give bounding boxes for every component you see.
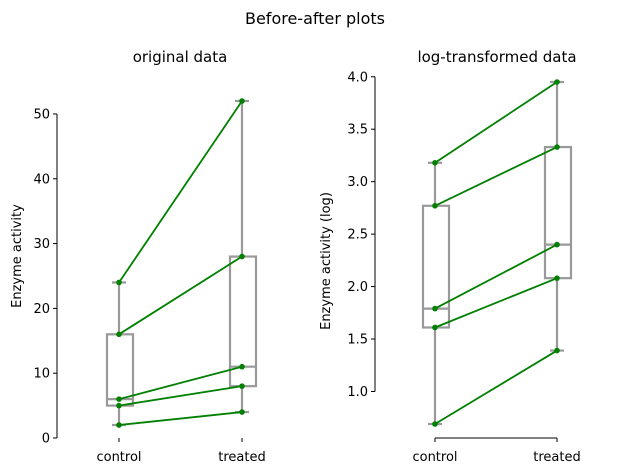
y-axis-label-log: Enzyme activity (log) — [319, 192, 334, 330]
paired-line — [118, 100, 243, 283]
paired-line — [434, 243, 558, 310]
y-tick-label: 40 — [33, 172, 50, 187]
point-treated — [239, 98, 245, 104]
x-tick-label: treated — [533, 450, 580, 465]
point-treated — [554, 275, 560, 281]
point-control — [432, 159, 438, 166]
y-tick-label: 3.0 — [347, 175, 368, 190]
y-tick-label: 2.0 — [347, 280, 368, 295]
point-control — [116, 396, 122, 402]
point-treated — [554, 79, 560, 85]
point-control — [116, 279, 122, 286]
y-tick-label: 0 — [42, 432, 50, 447]
y-tick-label: 1.5 — [347, 333, 368, 348]
paired-line — [118, 255, 243, 336]
panel-title-original: original data — [133, 48, 228, 66]
paired-line — [434, 277, 558, 329]
y-tick-label: 2.5 — [347, 228, 368, 243]
paired-line — [434, 349, 558, 425]
box-iqr — [543, 145, 573, 280]
point-control — [116, 331, 122, 338]
point-treated — [554, 347, 560, 354]
paired-line — [118, 365, 243, 400]
y-tick-label: 4.0 — [347, 70, 368, 85]
point-control — [432, 324, 438, 331]
y-tick-label: 1.0 — [347, 385, 368, 400]
point-control — [116, 402, 122, 409]
box-iqr — [105, 333, 135, 407]
x-tick-label: control — [96, 450, 141, 465]
x-tick-label: control — [412, 450, 457, 465]
panel-title-log: log-transformed data — [417, 48, 576, 66]
y-axis-label-original: Enzyme activity — [10, 204, 25, 308]
point-treated — [239, 363, 245, 370]
panel-log-data: log-transformed data Enzyme activity (lo… — [319, 48, 581, 465]
point-treated — [239, 383, 245, 389]
point-control — [432, 202, 438, 209]
paired-line — [434, 146, 558, 207]
point-control — [116, 422, 122, 428]
y-tick-label: 3.5 — [347, 123, 368, 138]
panel-original-data: original data Enzyme activity 0 10 20 30 40 5… — [10, 48, 266, 465]
x-tick-label: treated — [218, 450, 265, 465]
y-tick-label: 50 — [33, 107, 50, 122]
paired-line — [434, 81, 558, 164]
paired-line — [118, 411, 243, 426]
paired-line — [118, 385, 243, 407]
y-tick-label: 10 — [33, 367, 50, 382]
y-tick-label: 20 — [33, 302, 50, 317]
point-treated — [239, 253, 245, 260]
figure-title: Before-after plots — [245, 9, 385, 28]
y-tick-label: 30 — [33, 237, 50, 252]
point-control — [432, 305, 438, 312]
point-treated — [239, 409, 245, 415]
point-treated — [554, 144, 560, 150]
point-treated — [554, 241, 560, 248]
point-control — [432, 421, 438, 427]
